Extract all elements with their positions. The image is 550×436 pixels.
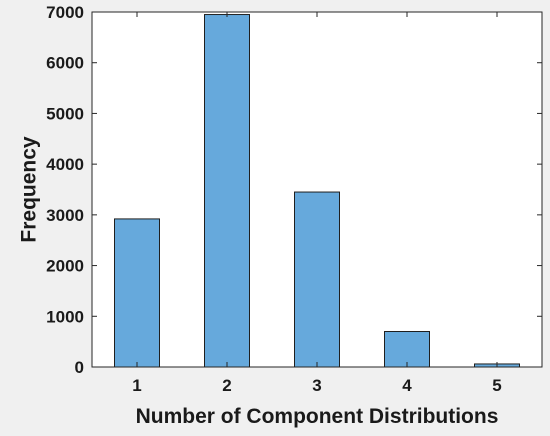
y-tick-label-1000: 1000 <box>46 307 84 326</box>
x-tick-label-5: 5 <box>492 376 501 395</box>
y-tick-label-3000: 3000 <box>46 206 84 225</box>
x-tick-label-4: 4 <box>402 376 412 395</box>
y-tick-label-5000: 5000 <box>46 104 84 123</box>
x-tick-label-2: 2 <box>222 376 231 395</box>
x-tick-label-1: 1 <box>132 376 141 395</box>
y-axis: 0 1000 2000 3000 4000 5000 6000 7000 <box>46 3 542 377</box>
bar-4 <box>384 331 430 368</box>
bar-3 <box>294 191 340 368</box>
x-axis: 1 2 3 4 5 <box>132 12 502 395</box>
x-tick-label-3: 3 <box>312 376 321 395</box>
y-axis-title: Frequency <box>17 136 40 243</box>
bars-group <box>114 14 520 368</box>
y-tick-label-4000: 4000 <box>46 155 84 174</box>
bar-2 <box>204 14 250 368</box>
y-tick-label-0: 0 <box>75 358 84 377</box>
bar-1 <box>114 218 160 368</box>
x-axis-title: Number of Component Distributions <box>136 405 499 428</box>
y-tick-label-7000: 7000 <box>46 3 84 22</box>
y-tick-label-6000: 6000 <box>46 54 84 73</box>
y-tick-label-2000: 2000 <box>46 257 84 276</box>
